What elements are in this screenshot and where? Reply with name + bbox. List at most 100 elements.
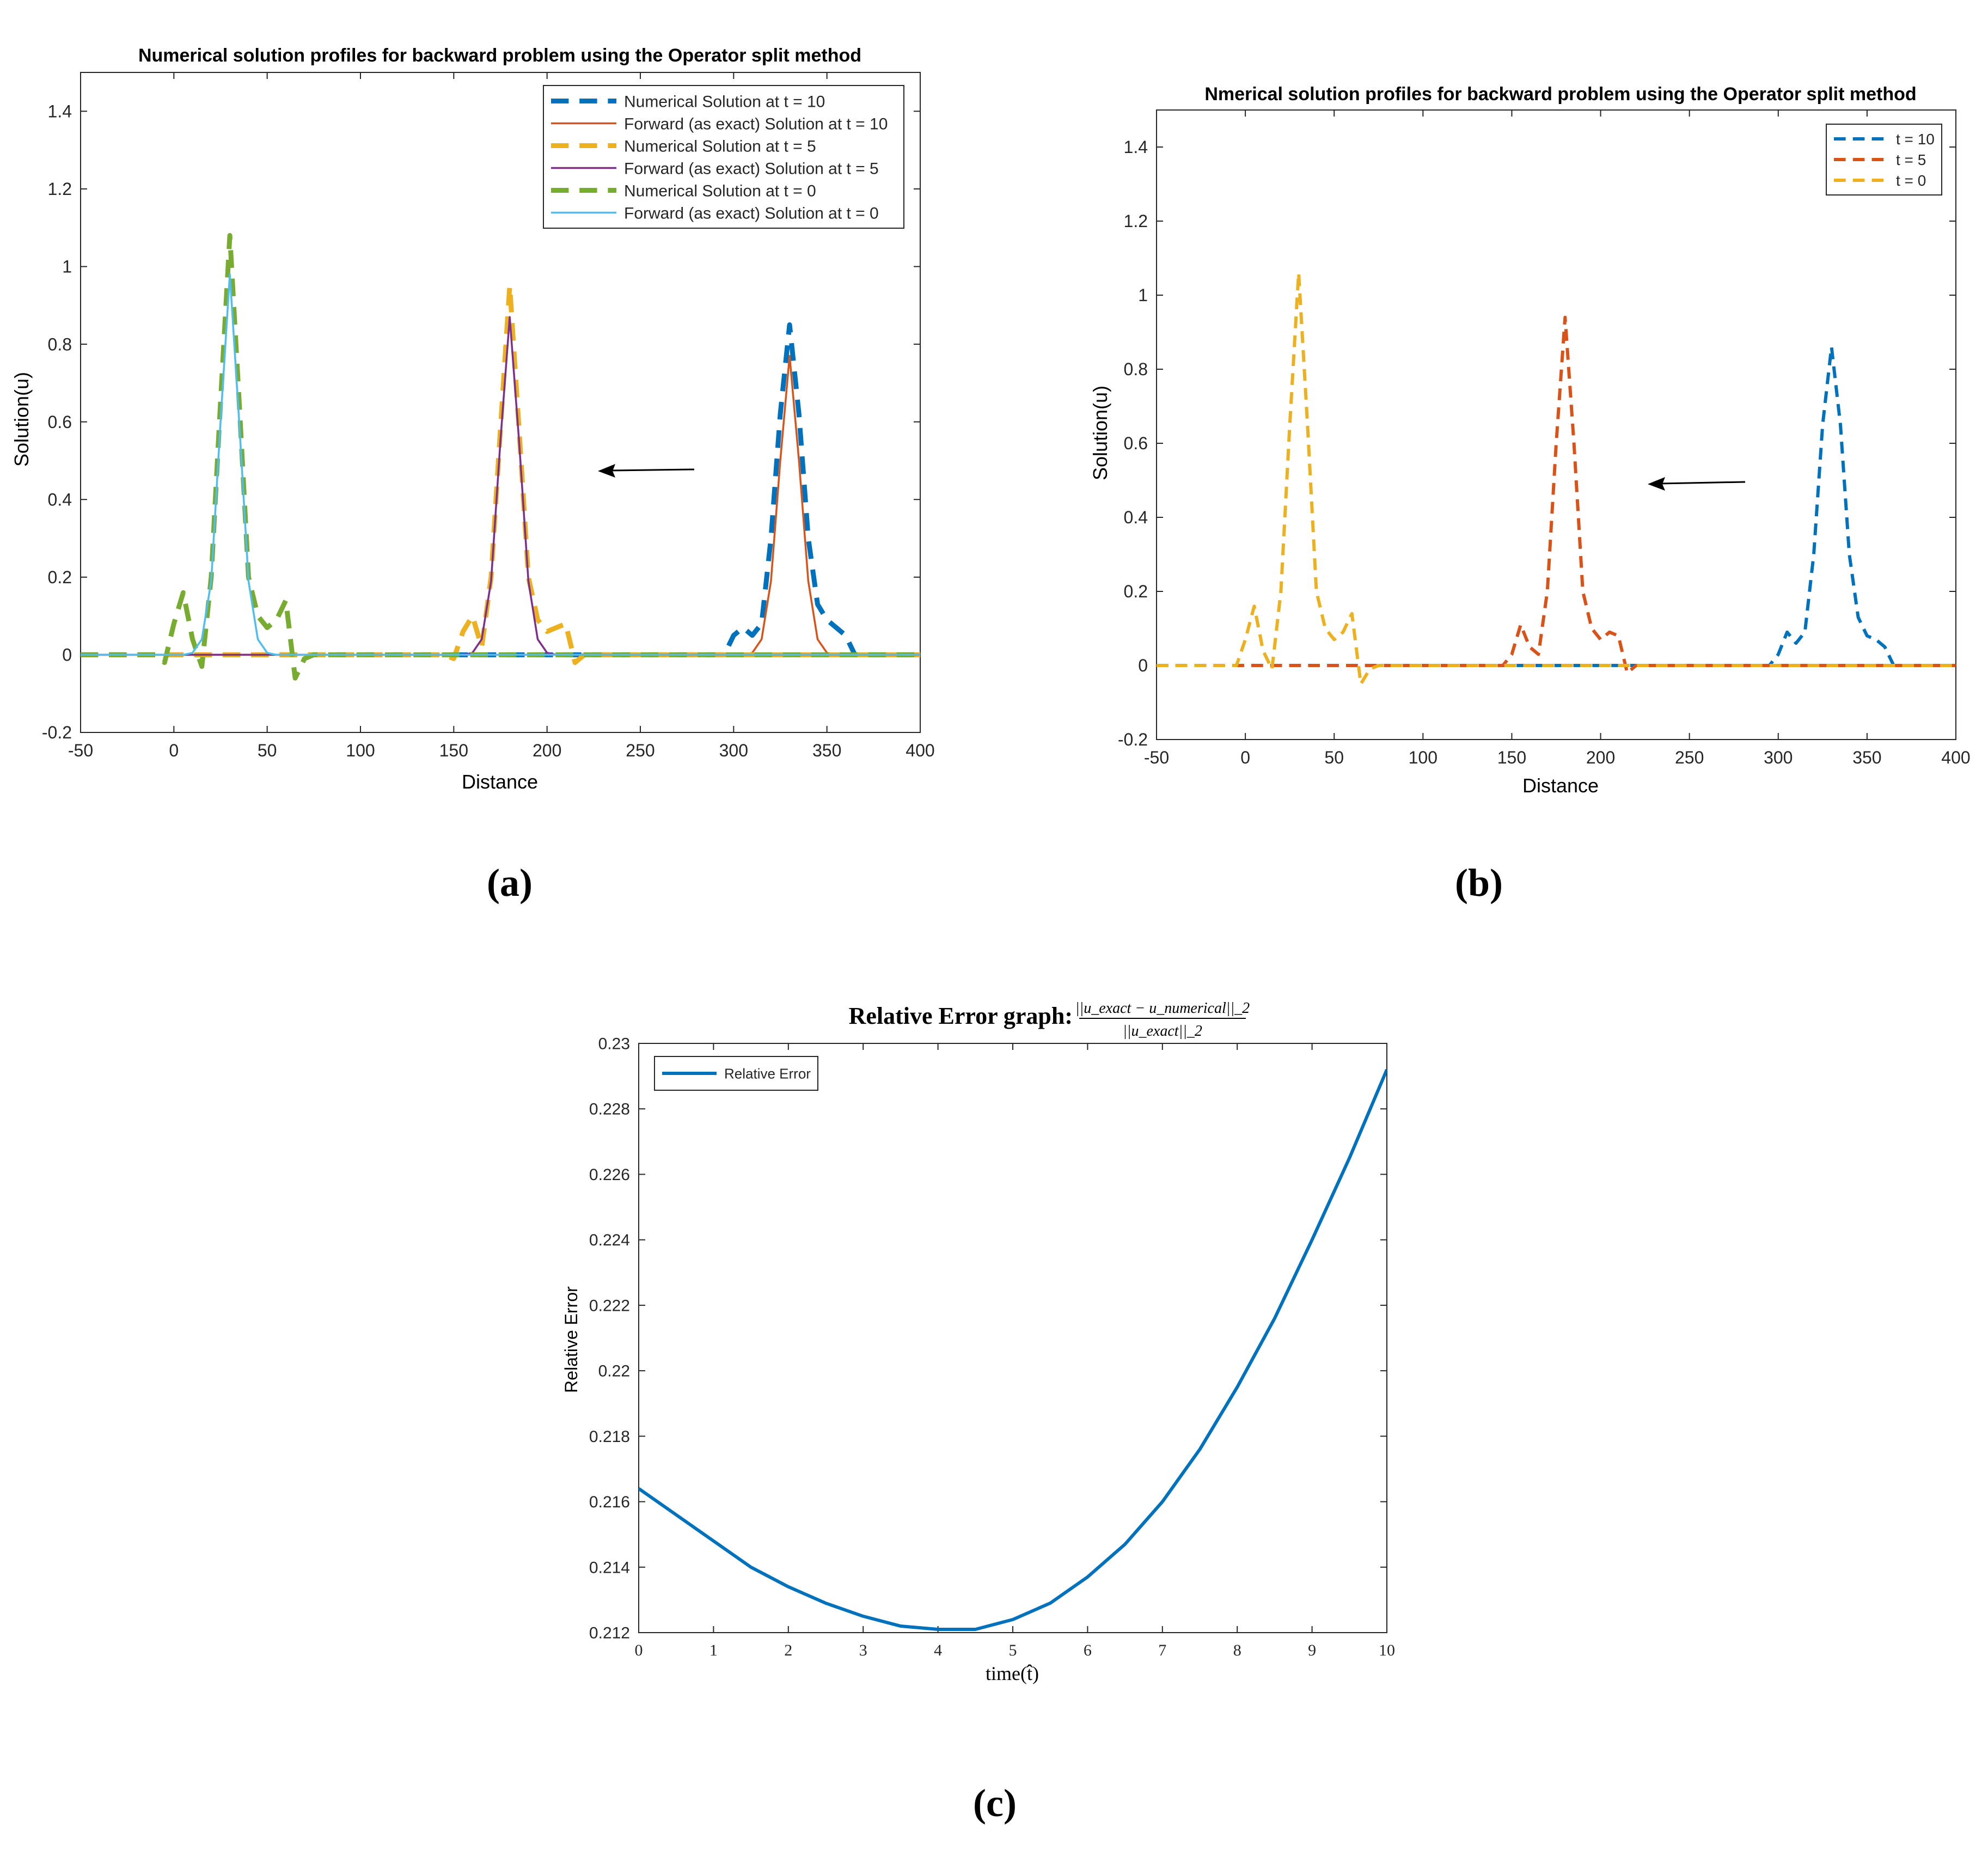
panel-c-title: Relative Error graph:	[849, 1003, 1073, 1029]
panel-label-a: (a)	[487, 861, 533, 905]
panel-a-chart: Numerical solution profiles for backward…	[10, 45, 935, 793]
panel-c-chart: Relative Error graph: ||u_exact − u_nume…	[561, 1000, 1395, 1684]
legend-label-0: Relative Error	[724, 1065, 811, 1082]
x-tick-label: 0	[635, 1641, 643, 1659]
y-tick-label: 1.2	[48, 179, 72, 199]
series-line-4	[81, 233, 920, 681]
panel-a-xlabel: Distance	[462, 771, 538, 793]
panel-a-title: Numerical solution profiles for backward…	[138, 45, 861, 66]
x-tick-label: 10	[1379, 1641, 1395, 1659]
x-tick-label: 50	[258, 741, 277, 760]
axes-box	[80, 72, 921, 733]
y-tick-label: 0.222	[589, 1297, 630, 1315]
panel-label-b: (b)	[1455, 861, 1503, 905]
x-tick-label: 300	[719, 741, 748, 760]
x-tick-label: 300	[1764, 748, 1793, 767]
panel-c-plot-area: 0 1 2 3 4 5 6 7 8 9 10 0.212 0.214 0.216 0.218 0.22 0.22…	[589, 1035, 1395, 1660]
x-tick-label: 250	[626, 741, 654, 760]
y-tick-label: 0.6	[48, 412, 72, 432]
panel-b-chart: Nmerical solution profiles for backward …	[1089, 84, 1971, 797]
y-tick-label: 0.212	[589, 1624, 630, 1642]
x-tick-label: 100	[1409, 748, 1438, 767]
panel-a-direction-arrow	[598, 464, 695, 478]
panel-a-legend: Numerical Solution at t = 10 Forward (as …	[543, 85, 904, 229]
y-tick-label: 1	[1138, 285, 1148, 305]
panel-c-title-numerator: ||u_exact − u_numerical||_2	[1075, 1000, 1250, 1017]
series-line-2	[1157, 271, 1956, 686]
x-tick-label: 200	[1586, 748, 1615, 767]
series-line-0	[1157, 345, 1956, 667]
x-tick-label: 150	[1497, 748, 1526, 767]
y-tick-label: -0.2	[42, 723, 72, 742]
y-tick-label: 0.226	[589, 1166, 630, 1184]
legend-box	[543, 85, 904, 229]
panel-label-c: (c)	[973, 1781, 1017, 1825]
panel-c-title-formula: ||u_exact − u_numerical||_2 ||u_exact||_…	[1075, 1000, 1250, 1040]
x-tick-label: 8	[1233, 1641, 1241, 1659]
series-line-5	[81, 273, 920, 656]
y-tick-label: 0.216	[589, 1493, 630, 1511]
x-tick-label: 50	[1324, 748, 1344, 767]
y-tick-label: -0.2	[1118, 730, 1148, 749]
y-tick-label: 0.4	[1124, 508, 1148, 527]
panel-c-xlabel: time(t̂)	[986, 1663, 1039, 1684]
legend-label-0: t = 10	[1896, 131, 1935, 148]
x-tick-label: 3	[859, 1641, 867, 1659]
panel-b-title: Nmerical solution profiles for backward …	[1204, 84, 1916, 105]
x-tick-label: 200	[533, 741, 561, 760]
panel-b-ylabel: Solution(u)	[1089, 386, 1111, 480]
y-tick-label: 1	[62, 257, 72, 277]
legend-label-0: Numerical Solution at t = 10	[624, 93, 825, 111]
y-tick-label: 0	[1138, 656, 1148, 675]
x-tick-label: 7	[1158, 1641, 1166, 1659]
x-tick-label: 400	[906, 741, 934, 760]
y-tick-label: 1.4	[48, 101, 72, 121]
panel-c-legend: Relative Error	[654, 1056, 818, 1091]
x-tick-label: 400	[1941, 748, 1970, 767]
x-tick-label: 100	[346, 741, 375, 760]
x-tick-label: 4	[934, 1641, 942, 1659]
y-tick-label: 0.4	[48, 490, 72, 509]
panel-b-direction-arrow	[1648, 477, 1746, 491]
legend-label-5: Forward (as exact) Solution at t = 0	[624, 204, 879, 222]
y-tick-label: 0.6	[1124, 433, 1148, 453]
x-tick-label: 150	[439, 741, 468, 760]
x-tick-label: 350	[1852, 748, 1881, 767]
y-tick-label: 0.214	[589, 1559, 630, 1577]
y-tick-label: 0.2	[48, 567, 72, 587]
panel-b-legend: t = 10 t = 5 t = 0	[1826, 124, 1942, 196]
legend-label-1: t = 5	[1896, 151, 1926, 168]
y-tick-label: 0.22	[598, 1363, 630, 1380]
panel-b-xlabel: Distance	[1522, 774, 1599, 797]
y-tick-label: 0.8	[48, 334, 72, 354]
panel-a-plot-area: -50 0 50 100 150 200 250 300 350 400 -0.2 0 0.2 0.4 0.…	[42, 72, 935, 760]
legend-label-3: Forward (as exact) Solution at t = 5	[624, 160, 879, 178]
x-tick-label: 0	[1240, 748, 1250, 767]
legend-label-2: t = 0	[1896, 172, 1926, 189]
y-tick-label: 1.4	[1124, 137, 1148, 157]
panel-a-ylabel: Solution(u)	[10, 372, 33, 467]
axes-box	[1156, 109, 1956, 740]
x-tick-label: 2	[784, 1641, 792, 1659]
y-tick-label: 0.2	[1124, 582, 1148, 601]
y-tick-label: 1.2	[1124, 211, 1148, 231]
y-tick-label: 0.228	[589, 1101, 630, 1119]
x-tick-label: 1	[709, 1641, 718, 1659]
x-tick-label: 250	[1675, 748, 1704, 767]
panel-c-ylabel: Relative Error	[561, 1286, 581, 1393]
x-tick-label: -50	[1144, 748, 1169, 767]
y-tick-label: 0.23	[598, 1035, 630, 1053]
y-tick-label: 0.8	[1124, 359, 1148, 379]
y-tick-label: 0.224	[589, 1231, 630, 1249]
x-tick-label: 6	[1084, 1641, 1092, 1659]
series-line-0	[639, 1068, 1387, 1631]
x-tick-label: 5	[1009, 1641, 1017, 1659]
x-tick-label: 9	[1308, 1641, 1316, 1659]
x-tick-label: 0	[169, 741, 179, 760]
series-line-1	[1157, 315, 1956, 675]
panel-b-plot-area: -50 0 50 100 150 200 250 300 350 400 -0.2 0 0.2 0.4 0.…	[1118, 109, 1971, 767]
legend-label-4: Numerical Solution at t = 0	[624, 182, 816, 200]
x-tick-label: -50	[68, 741, 93, 760]
